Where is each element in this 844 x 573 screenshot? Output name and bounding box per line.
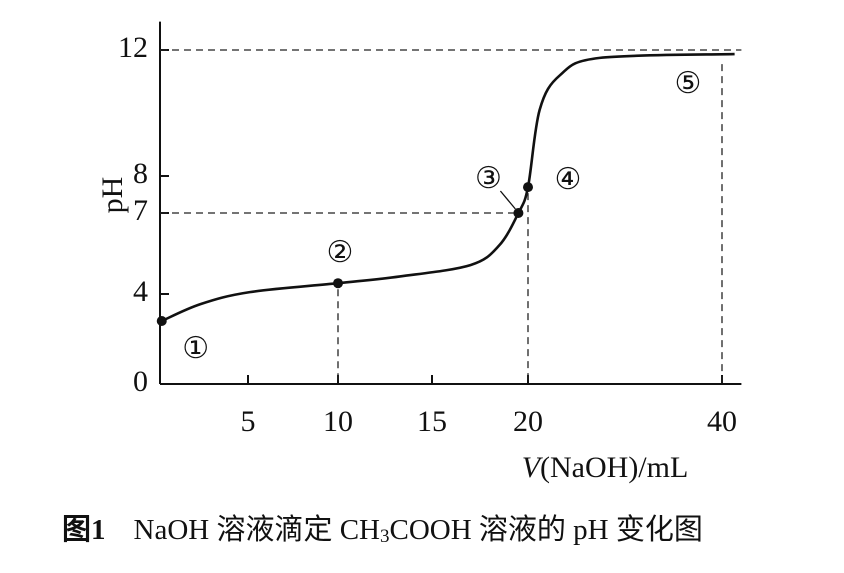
x-tick-label: 15 — [417, 405, 447, 438]
y-tick-label: 8 — [133, 157, 148, 190]
caption: 图1 NaOH 溶液滴定 CH3COOH 溶液的 pH 变化图 — [62, 513, 703, 548]
data-point — [333, 278, 343, 289]
caption-part: 3 — [380, 526, 390, 547]
titration-curve — [161, 52, 735, 323]
y-tick-label: 0 — [133, 365, 148, 398]
point-label: ② — [327, 236, 354, 269]
point-label: ① — [182, 332, 209, 365]
x-label-part: (NaOH)/mL — [540, 451, 688, 484]
point-label: ④ — [555, 163, 582, 196]
data-point — [523, 182, 533, 193]
y-tick-label: 7 — [133, 194, 148, 227]
x-label-part: V — [522, 451, 544, 484]
x-tick-label: 20 — [513, 405, 543, 438]
y-axis-label: pH — [96, 177, 129, 214]
data-point — [513, 208, 524, 218]
x-tick-label: 40 — [707, 405, 737, 438]
x-axis-label: V(NaOH)/mL — [522, 451, 689, 484]
point-label: ⑤ — [675, 67, 702, 100]
caption-part: NaOH 溶液滴定 CH — [134, 513, 381, 546]
caption-part: COOH 溶液的 pH 变化图 — [390, 513, 703, 546]
leader-line — [499, 190, 516, 210]
figure-label: 图1 — [62, 514, 106, 546]
x-tick-label: 10 — [323, 405, 353, 438]
data-point — [156, 316, 167, 326]
x-tick-label: 5 — [241, 405, 256, 438]
point-label: ③ — [475, 162, 502, 195]
y-tick-label: 4 — [133, 275, 148, 308]
y-tick-label: 12 — [118, 31, 148, 64]
